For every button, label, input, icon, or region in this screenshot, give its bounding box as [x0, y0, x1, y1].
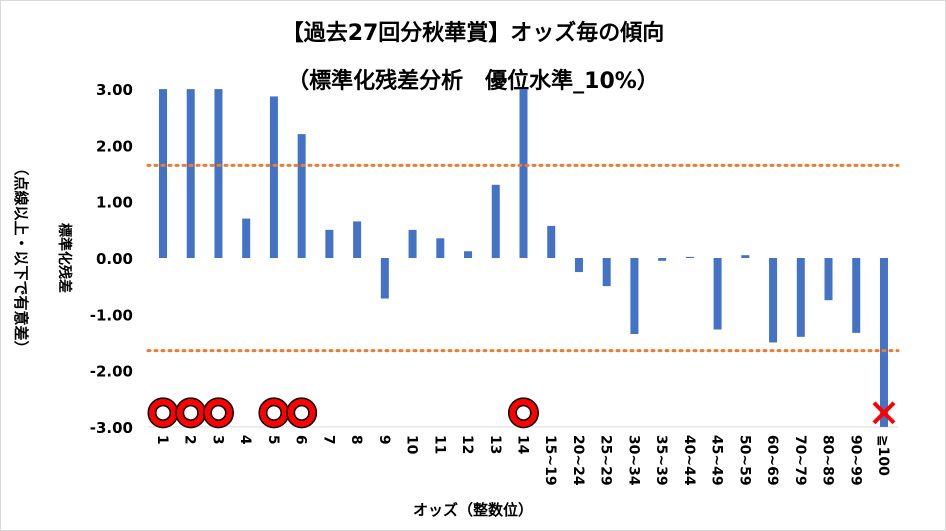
y-tick-label: 1.00	[96, 194, 133, 212]
x-tick-label: 8	[348, 435, 364, 445]
x-tick-label: 70~79	[792, 435, 808, 486]
bar-10	[408, 229, 417, 258]
bar-8	[353, 221, 362, 258]
bar-12	[464, 251, 473, 258]
bar-40~44	[685, 256, 694, 258]
bar-15~19	[547, 225, 556, 258]
bar-≧100	[879, 258, 888, 427]
x-tick-label: 50~59	[736, 435, 752, 486]
cross-marker	[872, 401, 896, 425]
x-tick-label: 2	[182, 435, 198, 445]
circle-marker-ring	[259, 398, 288, 427]
x-tick-label: 80~89	[820, 435, 836, 486]
bar-7	[325, 229, 334, 258]
x-tick-label: 14	[514, 435, 530, 455]
x-tick-label: 9	[376, 435, 392, 445]
x-tick-label: 30~34	[625, 435, 641, 486]
bar-4	[242, 218, 251, 258]
circle-marker-ring	[176, 398, 205, 427]
x-tick-label: 60~69	[764, 435, 780, 486]
x-tick-label: 11	[431, 435, 447, 454]
bar-5	[269, 96, 278, 258]
x-tick-label: 90~99	[847, 435, 863, 486]
bar-11	[436, 238, 445, 258]
y-tick-label: 2.00	[96, 137, 133, 155]
x-tick-label: 6	[293, 435, 309, 445]
y-tick-label: -3.00	[90, 419, 133, 437]
bar-70~79	[796, 258, 805, 337]
y-axis-label: 標準化残差	[56, 223, 73, 293]
bar-45~49	[713, 258, 722, 330]
x-tick-label: 5	[265, 435, 281, 445]
bar-13	[491, 184, 500, 258]
bar-90~99	[852, 258, 861, 333]
bar-20~24	[574, 258, 583, 273]
bar-3	[214, 89, 223, 258]
x-tick-label: 4	[237, 435, 253, 445]
chart-subtitle: （標準化残差分析 優位水準_10%）	[287, 68, 659, 94]
x-tick-label: 20~24	[570, 435, 586, 486]
bar-9	[380, 258, 389, 299]
x-tick-label: 13	[487, 435, 503, 454]
x-tick-label: 10	[404, 435, 420, 455]
bar-60~69	[769, 258, 778, 343]
x-tick-label: 1	[154, 435, 170, 445]
bar-25~29	[602, 258, 611, 287]
bar-50~59	[741, 255, 750, 258]
circle-marker-ring	[204, 398, 233, 427]
bar-80~89	[824, 258, 833, 301]
x-tick-label: 7	[320, 435, 336, 445]
chart-title: 【過去27回分秋華賞】オッズ毎の傾向	[282, 20, 665, 46]
x-tick-label: 12	[459, 435, 475, 454]
circle-marker-ring	[509, 398, 538, 427]
x-tick-label: 45~49	[709, 435, 725, 486]
x-tick-label: 25~29	[598, 435, 614, 486]
x-axis-label: オッズ（整数位）	[413, 501, 533, 519]
bar-1	[159, 89, 167, 258]
y-tick-label: 0.00	[96, 250, 133, 268]
bar-2	[186, 89, 195, 258]
bar-6	[297, 134, 306, 258]
circle-marker-ring	[287, 398, 316, 427]
y-tick-label: -2.00	[90, 363, 133, 381]
x-tick-label: 15~19	[542, 435, 558, 486]
bar-14	[519, 89, 528, 258]
bar-35~39	[658, 258, 667, 261]
x-tick-label: ≧100	[875, 435, 891, 476]
y-axis-label-note: （点線以上・以下で有意差）	[12, 160, 30, 355]
y-tick-label: -1.00	[90, 306, 133, 324]
x-tick-label: 40~44	[681, 435, 697, 486]
bar-30~34	[630, 258, 639, 335]
circle-marker-ring	[149, 398, 177, 427]
x-tick-label: 35~39	[653, 435, 669, 486]
x-tick-label: 3	[209, 435, 225, 445]
y-tick-label: 3.00	[96, 81, 133, 99]
